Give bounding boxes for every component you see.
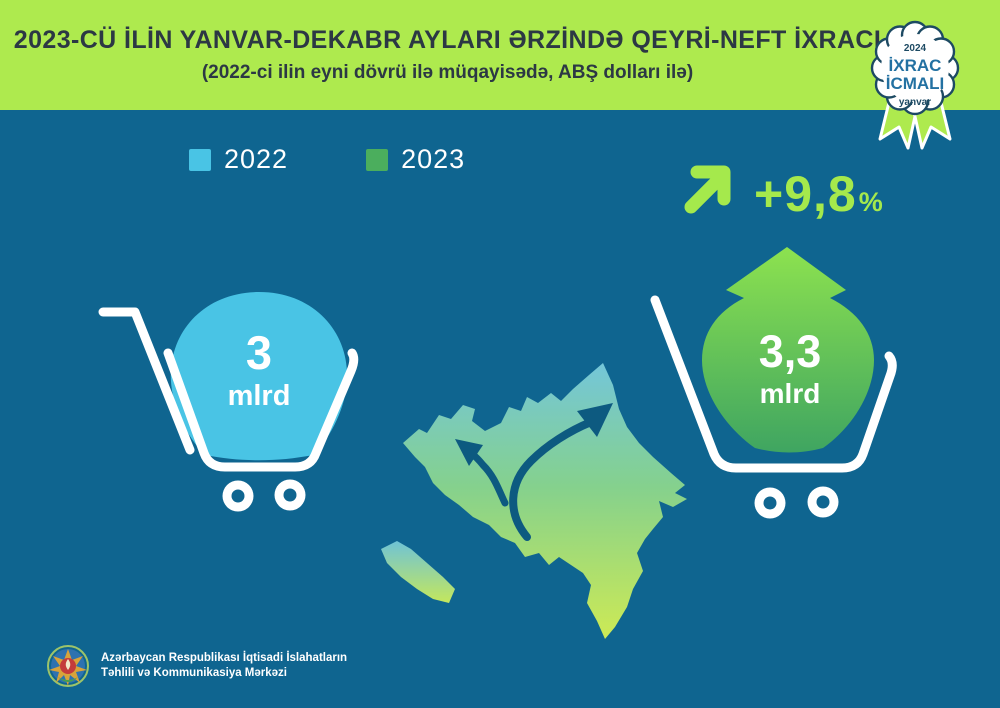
legend-label-2022: 2022 <box>224 144 289 174</box>
growth-indicator: +9,8 % <box>678 163 883 223</box>
unit-2023: mlrd <box>760 378 821 409</box>
page-subtitle: (2022-ci ilin eyni dövrü ilə müqayisədə,… <box>201 62 694 83</box>
map-exclave <box>381 541 455 603</box>
trend-up-arrow-icon <box>684 165 731 214</box>
legend-swatch-2022 <box>189 148 211 171</box>
edition-badge: 2024 İXRAC İCMALI yanvar <box>860 10 964 150</box>
badge-title-line2: İCMALI <box>886 74 945 93</box>
header-band: 2023-CÜ İLİN YANVAR-DEKABR AYLARI ƏRZİND… <box>0 0 1000 110</box>
state-emblem-icon <box>47 645 89 687</box>
page-title: 2023-CÜ İLİN YANVAR-DEKABR AYLARI ƏRZİND… <box>13 26 882 54</box>
export-arrows-icon <box>455 403 613 541</box>
cart-2022-icon: 3 mlrd <box>98 292 359 512</box>
rosette-badge-icon: 2024 İXRAC İCMALI yanvar <box>870 20 960 150</box>
growth-unit: % <box>858 187 883 217</box>
legend-item-2022: 2022 <box>189 144 288 175</box>
cart-2022-wheels <box>222 479 306 512</box>
footer-org: Azərbaycan Respublikası İqtisadi İslahat… <box>46 644 347 688</box>
growth-value: +9,8 <box>754 166 857 222</box>
value-2023: 3,3 <box>759 326 822 377</box>
blob-2022 <box>170 292 348 461</box>
cart-2022-handle <box>98 307 195 455</box>
azerbaijan-map <box>375 345 695 640</box>
cart-2022: 3 mlrd <box>95 283 365 518</box>
legend-swatch-2023 <box>366 148 389 171</box>
cart-2023-wheels <box>754 486 839 519</box>
value-2022: 3 <box>246 326 272 379</box>
legend-item-2023: 2023 <box>366 144 465 175</box>
legend: 2022 2023 <box>189 144 465 175</box>
badge-month: yanvar <box>899 97 931 108</box>
blob-2023-arrow-up <box>702 247 874 453</box>
cart-2023-basket <box>650 295 897 473</box>
footer-org-text: Azərbaycan Respublikası İqtisadi İslahat… <box>101 651 347 682</box>
badge-year: 2024 <box>904 43 927 54</box>
badge-title-line1: İXRAC <box>889 56 942 75</box>
legend-label-2023: 2023 <box>401 144 466 174</box>
growth-text: +9,8 % <box>754 165 883 223</box>
azerbaijan-map-icon <box>381 363 687 639</box>
footer-org-line1: Azərbaycan Respublikası İqtisadi İslahat… <box>101 651 348 664</box>
unit-2022: mlrd <box>228 380 291 412</box>
footer-org-line2: Təhlili və Kommunikasiya Mərkəzi <box>101 667 287 679</box>
cart-2023: 3,3 mlrd <box>650 242 908 522</box>
map-mainland <box>403 363 687 639</box>
cart-2023-icon: 3,3 mlrd <box>650 247 897 519</box>
cart-2022-basket <box>163 348 359 472</box>
